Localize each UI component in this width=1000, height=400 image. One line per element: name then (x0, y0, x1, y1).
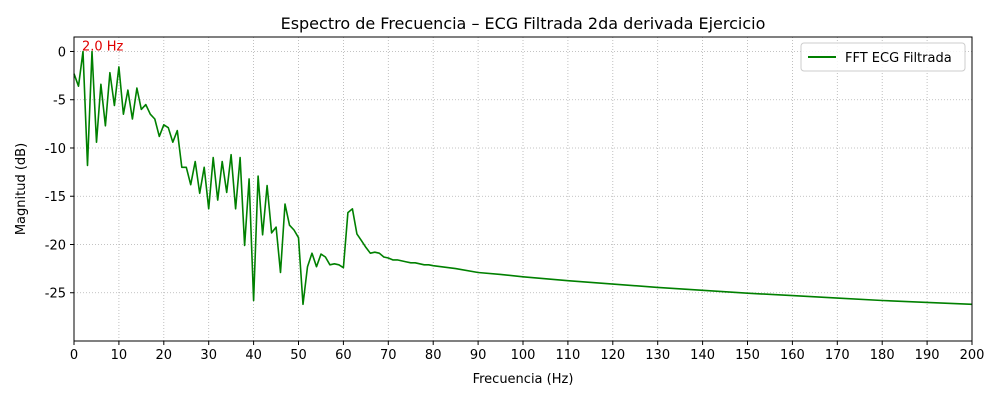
x-tick-label: 60 (335, 348, 352, 363)
chart-title: Espectro de Frecuencia – ECG Filtrada 2d… (281, 14, 766, 33)
x-axis-label: Frecuencia (Hz) (473, 372, 574, 387)
x-tick-label: 150 (735, 348, 760, 363)
x-tick-label: 110 (555, 348, 580, 363)
peak-annotation: 2.0 Hz (82, 39, 124, 54)
y-axis-ticks: 0 -5 -10 -15 -20 -25 (45, 45, 74, 302)
x-tick-label: 170 (825, 348, 850, 363)
x-tick-label: 80 (425, 348, 442, 363)
x-tick-label: 200 (960, 348, 985, 363)
x-tick-label: 30 (200, 348, 217, 363)
x-tick-label: 50 (290, 348, 307, 363)
x-tick-label: 140 (690, 348, 715, 363)
y-tick-label: -5 (53, 94, 66, 109)
x-tick-label: 0 (70, 348, 78, 363)
axes-frame (73, 36, 973, 342)
y-tick-label: -20 (45, 238, 66, 253)
x-tick-label: 10 (111, 348, 128, 363)
y-tick-label: -25 (45, 287, 66, 302)
y-tick-label: -10 (45, 142, 66, 157)
y-tick-label: -15 (45, 190, 66, 205)
legend: FFT ECG Filtrada (800, 42, 966, 72)
x-tick-label: 160 (780, 348, 805, 363)
legend-box (800, 42, 966, 72)
x-tick-label: 190 (915, 348, 940, 363)
x-tick-label: 130 (645, 348, 670, 363)
x-tick-label: 120 (600, 348, 625, 363)
x-tick-label: 90 (470, 348, 487, 363)
y-tick-label: 0 (58, 45, 66, 60)
legend-label: FFT ECG Filtrada (845, 51, 952, 66)
x-tick-label: 40 (245, 348, 262, 363)
series-line (73, 50, 973, 306)
y-axis-label: Magnitud (dB) (14, 143, 29, 235)
x-tick-label: 70 (380, 348, 397, 363)
grid-lines (73, 37, 973, 341)
x-tick-label: 100 (511, 348, 536, 363)
plot-area (73, 50, 973, 306)
x-tick-label: 180 (870, 348, 895, 363)
x-axis-ticks: 0 10 20 30 40 50 60 70 80 90 100 110 120 130 140 150 160… (70, 341, 985, 363)
x-tick-label: 20 (156, 348, 173, 363)
